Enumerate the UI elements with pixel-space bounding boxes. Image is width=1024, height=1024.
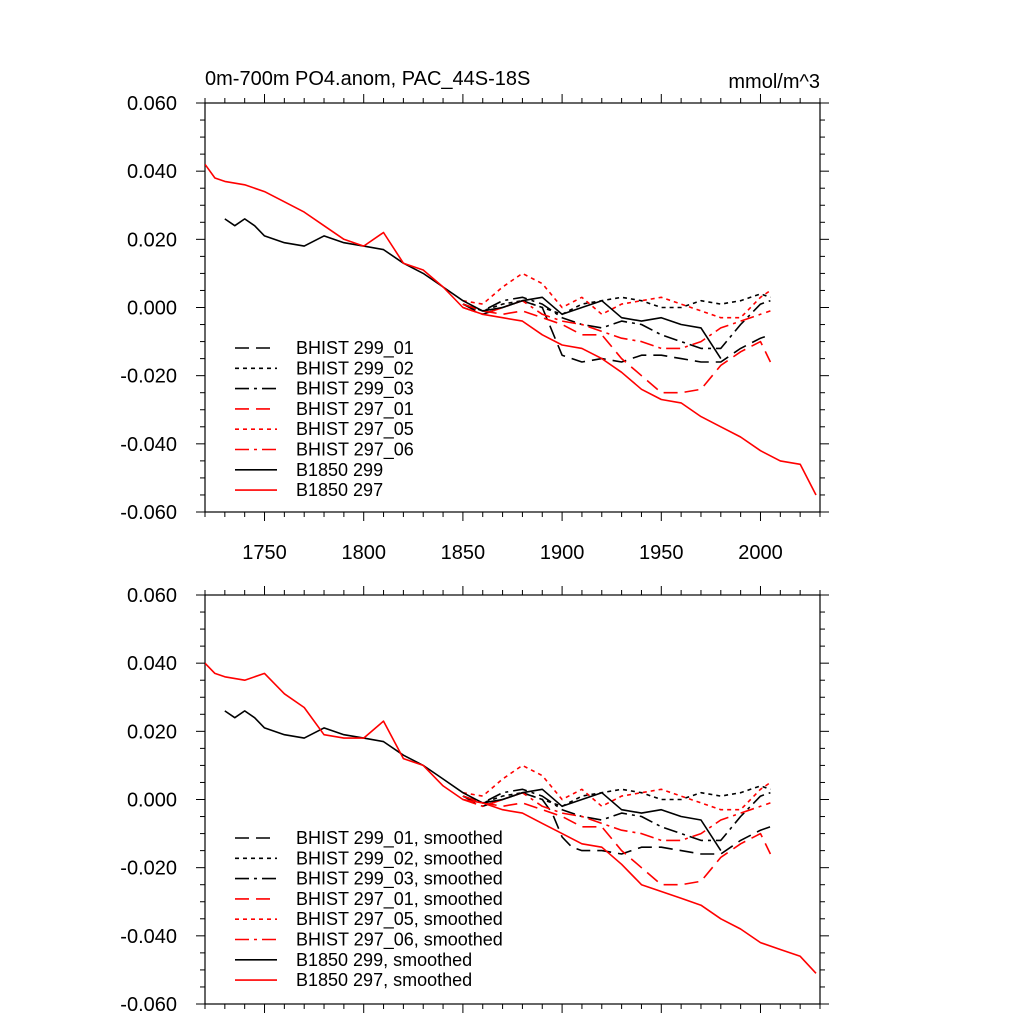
series-line	[462, 299, 771, 363]
top-panel: -0.060 -0.040 -0.020 0.000 0.020 0.040 0.060 17…	[120, 93, 829, 564]
y-tick-label: -0.060	[120, 994, 177, 1016]
y-tick-label: -0.020	[120, 858, 177, 880]
legend-label: BHIST 299_03, smoothed	[296, 869, 503, 890]
legend-label: BHIST 297_01, smoothed	[296, 889, 503, 910]
y-tick-label: 0.040	[127, 653, 177, 675]
legend-label: B1850 297	[296, 480, 383, 500]
legend-label: BHIST 299_02, smoothed	[296, 848, 503, 869]
series-line	[462, 785, 771, 808]
chart-title: 0m-700m PO4.anom, PAC_44S-18S	[205, 68, 530, 90]
y-tick-label: -0.040	[120, 434, 177, 456]
series-line	[205, 662, 817, 974]
y-tick-label: 0.060	[127, 93, 177, 115]
y-tick-label: 0.020	[127, 229, 177, 251]
series-line	[462, 764, 771, 811]
y-tick-label: 0.040	[127, 161, 177, 183]
series-line	[462, 296, 771, 350]
legend-label: B1850 297, smoothed	[296, 970, 472, 990]
y-tick-label: -0.040	[120, 926, 177, 948]
series-group	[205, 662, 817, 974]
series-line	[462, 788, 771, 842]
x-tick-label: 2000	[738, 542, 783, 564]
series-line	[462, 303, 772, 394]
legend-label: BHIST 297_01	[296, 399, 414, 420]
chart-units: mmol/m^3	[728, 71, 820, 93]
legend-label: BHIST 297_05	[296, 419, 414, 440]
y-tick-label: 0.060	[127, 585, 177, 607]
bottom-panel: -0.060 -0.040 -0.020 0.000 0.020 0.040 0.060 BH…	[120, 585, 829, 1016]
x-tick-label: 1950	[639, 542, 684, 564]
series-line	[462, 791, 771, 842]
y-tick-label: 0.000	[127, 790, 177, 812]
series-line	[462, 299, 771, 350]
legend-label: BHIST 297_05, smoothed	[296, 909, 503, 930]
y-tick-label: -0.060	[120, 502, 177, 524]
series-line	[462, 272, 771, 319]
legend-label: BHIST 299_03	[296, 379, 414, 400]
series-group	[205, 163, 817, 496]
x-tick-label: 1750	[242, 542, 287, 564]
legend-label: BHIST 299_01, smoothed	[296, 828, 503, 849]
series-line	[462, 293, 771, 316]
series-line	[224, 218, 722, 360]
x-tick-label: 1800	[341, 542, 386, 564]
legend-label: BHIST 297_06	[296, 440, 414, 461]
series-line	[205, 163, 817, 496]
legend-label: BHIST 297_06, smoothed	[296, 930, 503, 951]
legend-label: BHIST 299_02	[296, 358, 414, 379]
legend-label: B1850 299, smoothed	[296, 950, 472, 970]
y-tick-label: -0.020	[120, 366, 177, 388]
legend-label: BHIST 299_01	[296, 338, 414, 359]
x-tick-label: 1900	[540, 542, 585, 564]
series-line	[224, 710, 722, 852]
y-tick-label: 0.000	[127, 298, 177, 320]
series-line	[462, 795, 772, 886]
y-tick-label: 0.020	[127, 721, 177, 743]
legend-label: B1850 299	[296, 460, 383, 480]
x-tick-label: 1850	[441, 542, 486, 564]
